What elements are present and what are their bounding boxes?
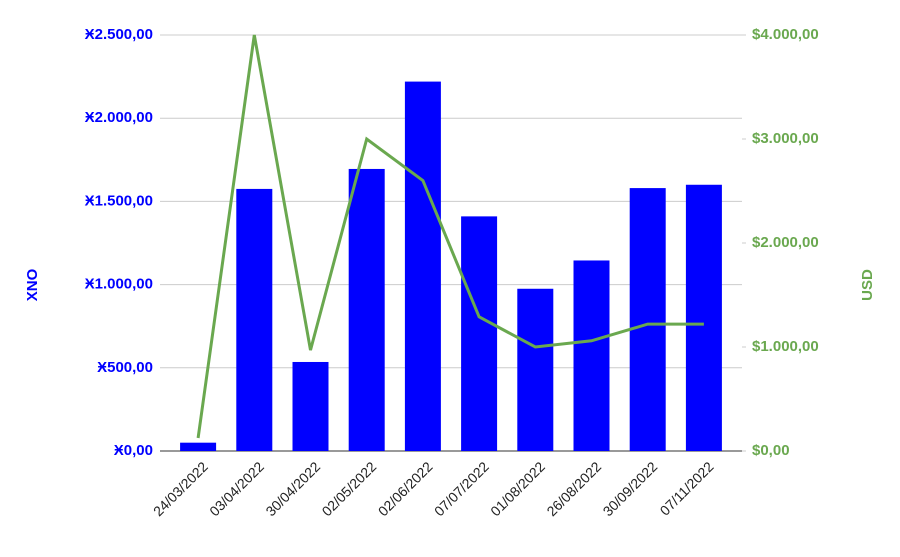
x-tick-label: 01/08/2022 — [487, 458, 548, 519]
bar — [517, 288, 554, 451]
x-tick-label: 30/09/2022 — [600, 458, 661, 519]
x-tick-label: 02/06/2022 — [375, 458, 436, 519]
x-tick-label: 07/07/2022 — [431, 458, 492, 519]
x-tick-label: 24/03/2022 — [150, 458, 211, 519]
bar — [348, 168, 385, 451]
y-tick-label: Ӿ1.500,00 — [85, 192, 153, 209]
y-tick-label: Ӿ500,00 — [97, 359, 153, 376]
y2-axis-label: USD — [859, 269, 876, 301]
x-tick-label: 26/08/2022 — [543, 458, 604, 519]
y2-tick-label: $3.000,00 — [752, 130, 819, 147]
x-tick-label: 02/05/2022 — [319, 458, 380, 519]
x-tick-label: 03/04/2022 — [206, 458, 267, 519]
y2-tick-label: $1.000,00 — [752, 338, 819, 355]
y-tick-label: Ӿ2.000,00 — [85, 109, 153, 126]
bar — [573, 260, 610, 451]
x-tick-label: 07/11/2022 — [657, 458, 717, 518]
y2-tick-label: $4.000,00 — [752, 26, 819, 43]
y2-tick-label: $0,00 — [752, 442, 790, 459]
y-axis-label: XNO — [24, 268, 41, 301]
bar — [236, 188, 273, 452]
y-tick-label: Ӿ1.000,00 — [85, 276, 153, 293]
bar — [404, 81, 441, 451]
bar — [685, 184, 722, 451]
x-tick-label: 30/04/2022 — [262, 458, 323, 519]
y2-tick-label: $2.000,00 — [752, 234, 819, 251]
bar — [629, 188, 666, 451]
bar — [180, 442, 217, 451]
line — [196, 34, 704, 439]
bar — [461, 216, 498, 451]
y-tick-label: Ӿ0,00 — [114, 442, 153, 459]
y-tick-label: Ӿ2.500,00 — [85, 26, 153, 43]
bar — [292, 361, 329, 451]
